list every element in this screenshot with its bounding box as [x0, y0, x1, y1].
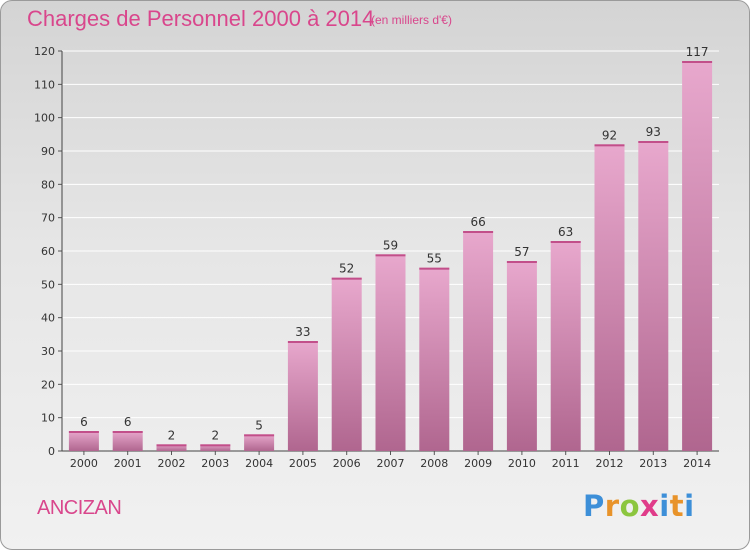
bar: [594, 144, 625, 452]
bar-value-label: 6: [124, 415, 132, 429]
x-tick-label: 2003: [201, 457, 229, 470]
bar-top: [200, 444, 231, 447]
bar: [287, 341, 318, 451]
bar-top: [68, 431, 99, 433]
chart-unit-subtitle: (en milliers d'€): [371, 13, 452, 27]
y-tick-label: 60: [41, 245, 55, 258]
x-tick-label: 2001: [114, 457, 142, 470]
y-tick-label: 90: [41, 145, 55, 158]
bar-top: [550, 241, 581, 243]
logo-letter: x: [640, 489, 660, 523]
bar: [200, 444, 231, 451]
x-tick-label: 2012: [596, 457, 624, 470]
bar: [68, 431, 99, 451]
x-tick-label: 2004: [245, 457, 273, 470]
x-tick-label: 2006: [333, 457, 361, 470]
bar-top: [244, 434, 275, 437]
bar-value-label: 5: [255, 418, 263, 432]
logo-letter: i: [659, 489, 670, 523]
x-tick-label: 2008: [420, 457, 448, 470]
commune-name: ANCIZAN: [37, 497, 122, 519]
y-tick-label: 20: [41, 378, 55, 391]
bar: [156, 444, 187, 451]
y-tick-label: 10: [41, 412, 55, 425]
x-tick-label: 2013: [639, 457, 667, 470]
bar-value-label: 2: [168, 428, 176, 442]
y-tick-label: 30: [41, 345, 55, 358]
x-tick-label: 2014: [683, 457, 711, 470]
bar-value-label: 57: [514, 245, 529, 259]
bar-top: [638, 141, 669, 143]
bar: [331, 277, 362, 451]
logo-letter: i: [684, 489, 695, 523]
logo-letter: o: [619, 489, 641, 523]
bar-value-label: 59: [383, 238, 398, 252]
bar: [419, 267, 450, 451]
y-tick-label: 70: [41, 212, 55, 225]
y-tick-label: 80: [41, 178, 55, 191]
x-tick-label: 2009: [464, 457, 492, 470]
bar-top: [112, 431, 143, 433]
bar: [506, 261, 537, 451]
bar-top: [287, 341, 318, 343]
y-tick-label: 100: [34, 112, 55, 125]
x-tick-label: 2005: [289, 457, 317, 470]
bar: [375, 254, 406, 451]
logo-letter: P: [583, 489, 605, 523]
x-tick-label: 2000: [70, 457, 98, 470]
bar-value-label: 52: [339, 262, 354, 276]
bar-top: [506, 261, 537, 263]
bar-value-label: 6: [80, 415, 88, 429]
proxiti-logo: Proxiti: [583, 489, 695, 523]
chart-title: Charges de Personnel 2000 à 2014: [27, 6, 375, 31]
logo-letter: r: [604, 489, 620, 523]
y-tick-label: 110: [34, 78, 55, 91]
bar-top: [682, 61, 713, 63]
bar-top: [156, 444, 187, 447]
x-tick-label: 2002: [158, 457, 186, 470]
bar-value-label: 63: [558, 225, 573, 239]
bar: [463, 231, 494, 451]
y-tick-label: 120: [34, 45, 55, 58]
x-tick-label: 2010: [508, 457, 536, 470]
bar-value-label: 55: [427, 252, 442, 266]
bar-value-label: 66: [470, 215, 485, 229]
bar-value-label: 2: [211, 428, 219, 442]
y-tick-label: 40: [41, 312, 55, 325]
bar-top: [375, 254, 406, 257]
x-tick-label: 2007: [377, 457, 405, 470]
bar-top: [331, 277, 362, 280]
bar-top: [463, 231, 494, 233]
y-tick-label: 0: [48, 445, 55, 458]
bar-value-label: 92: [602, 128, 617, 142]
bar-value-label: 93: [646, 125, 661, 139]
bar-value-label: 117: [686, 45, 709, 59]
bar-value-label: 33: [295, 325, 310, 339]
bar: [244, 434, 275, 451]
y-tick-label: 50: [41, 278, 55, 291]
bar: [638, 141, 669, 451]
bar-top: [419, 267, 450, 270]
bar: [550, 241, 581, 451]
bar-top: [594, 144, 625, 147]
bar: [112, 431, 143, 451]
bar: [682, 61, 713, 451]
logo-letter: t: [669, 489, 685, 523]
x-tick-label: 2011: [552, 457, 580, 470]
